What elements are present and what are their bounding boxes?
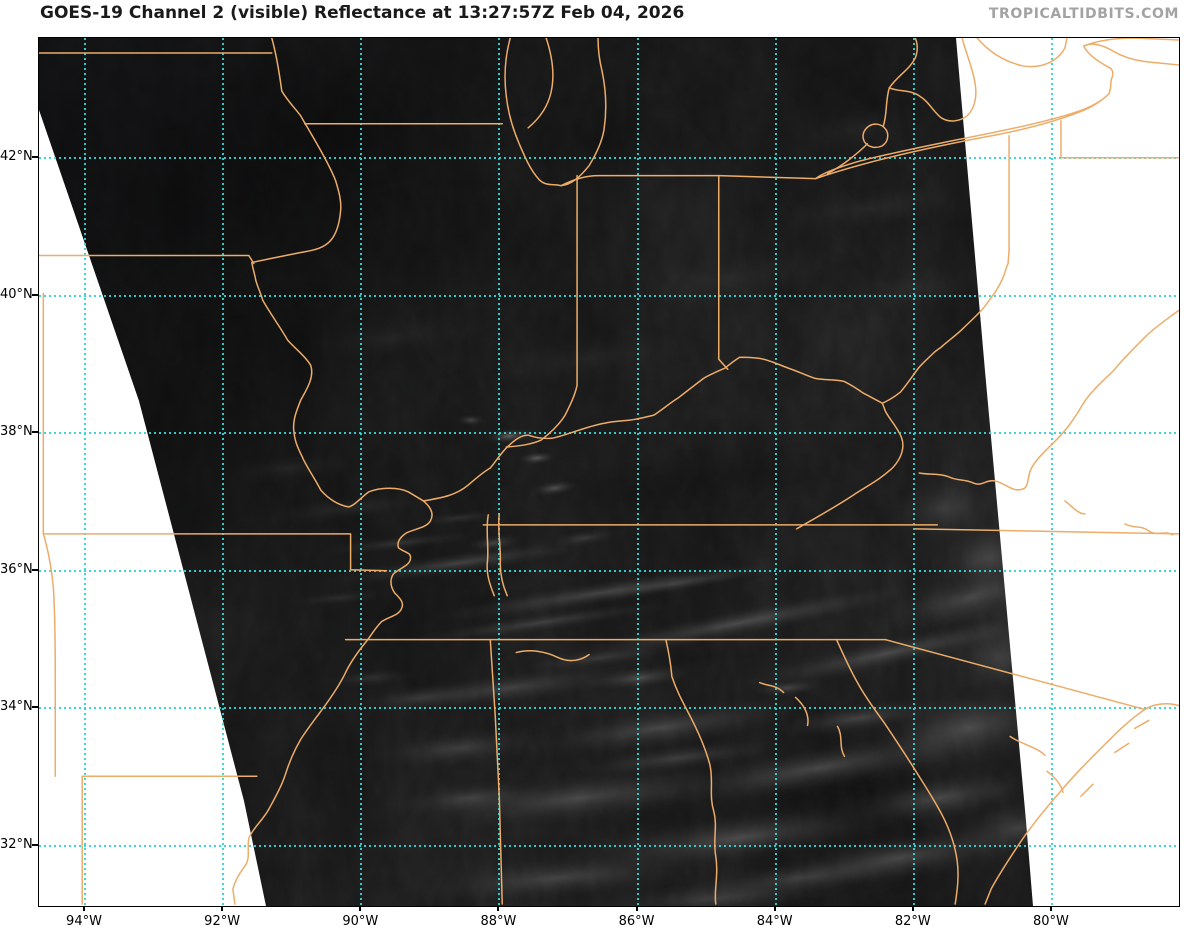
gridline-vertical — [84, 38, 86, 906]
state-border-path — [1108, 67, 1114, 95]
gridline-vertical — [1050, 38, 1053, 906]
state-border-path — [836, 725, 846, 758]
gridline-horizontal — [39, 569, 1179, 572]
map-plot-area — [39, 38, 1179, 906]
state-border-path — [918, 309, 1179, 491]
state-border-path — [814, 93, 1110, 180]
x-axis-label: 82°W — [894, 914, 931, 929]
y-axis-label: 40°N — [0, 286, 33, 302]
state-borders-overlay — [39, 38, 1179, 905]
y-axis-tick — [32, 293, 38, 296]
x-axis-label: 84°W — [756, 914, 793, 929]
gridline-vertical — [912, 38, 915, 906]
state-border-path — [888, 38, 977, 122]
y-axis-tick — [32, 568, 38, 571]
gridline-horizontal — [39, 707, 1179, 710]
state-border-path — [42, 533, 388, 572]
state-border-path — [232, 500, 433, 905]
state-border-path — [505, 174, 578, 448]
state-border-path — [489, 638, 503, 905]
y-axis-label: 38°N — [0, 424, 33, 440]
state-border-path — [862, 123, 889, 149]
gridline-horizontal — [39, 845, 1179, 847]
state-border-path — [984, 703, 1179, 905]
x-axis-label: 80°W — [1033, 914, 1069, 929]
state-border-path — [560, 174, 817, 187]
x-axis-tick — [359, 906, 362, 911]
y-axis-tick — [32, 844, 38, 846]
gridline-vertical — [498, 38, 501, 906]
y-axis-tick — [32, 706, 38, 709]
state-border-path — [835, 638, 959, 905]
x-axis-tick — [83, 906, 85, 911]
state-border-path — [504, 38, 607, 187]
x-axis-label: 90°W — [342, 914, 379, 929]
y-axis-tick — [32, 156, 38, 158]
state-border-path — [1083, 38, 1179, 47]
state-border-path — [826, 143, 869, 175]
state-border-path — [717, 174, 729, 370]
state-border-path — [882, 87, 891, 127]
y-axis-label: 32°N — [0, 837, 33, 852]
state-border-path — [527, 38, 554, 129]
gridline-horizontal — [39, 157, 1179, 159]
state-border-path — [914, 528, 1179, 535]
y-axis-label: 42°N — [0, 149, 33, 164]
image-title: GOES-19 Channel 2 (visible) Reflectance … — [40, 3, 685, 23]
gridline-horizontal — [39, 432, 1179, 435]
map-plot[interactable] — [38, 37, 1180, 907]
state-border-path — [1080, 719, 1150, 798]
state-border-path — [665, 638, 718, 905]
x-axis-tick — [1049, 906, 1052, 911]
state-border-path — [884, 638, 1146, 711]
x-axis-label: 86°W — [618, 914, 655, 929]
state-border-path — [39, 254, 255, 265]
x-axis-tick — [497, 906, 500, 911]
state-border-path — [795, 402, 904, 530]
gridline-vertical — [774, 38, 777, 906]
x-axis-label: 88°W — [480, 914, 517, 929]
state-border-path — [486, 513, 508, 597]
graticule — [39, 38, 1179, 906]
state-border-path — [976, 38, 1068, 68]
state-border-path — [422, 249, 1010, 502]
state-border-path — [515, 650, 590, 662]
x-axis-label: 94°W — [66, 914, 102, 929]
gridline-horizontal — [39, 294, 1179, 297]
x-axis-tick — [221, 906, 224, 911]
tropicaltidbits-watermark: TROPICALTIDBITS.COM — [988, 6, 1179, 22]
state-border-path — [42, 533, 57, 778]
gridline-vertical — [222, 38, 225, 906]
state-border-path — [251, 38, 425, 508]
x-axis-tick — [635, 906, 638, 911]
state-border-path — [1083, 43, 1179, 69]
x-axis-tick — [773, 906, 776, 911]
y-axis-label: 36°N — [0, 561, 33, 577]
x-axis-label: 92°W — [204, 914, 241, 929]
state-border-path — [1064, 500, 1174, 536]
state-border-path — [1009, 735, 1064, 794]
y-axis-label: 34°N — [0, 699, 33, 715]
gridline-vertical — [636, 38, 639, 906]
x-axis-tick — [911, 906, 914, 911]
y-axis-tick — [32, 431, 38, 434]
state-border-path — [758, 681, 809, 727]
gridline-vertical — [360, 38, 363, 906]
state-border-path — [888, 38, 918, 89]
